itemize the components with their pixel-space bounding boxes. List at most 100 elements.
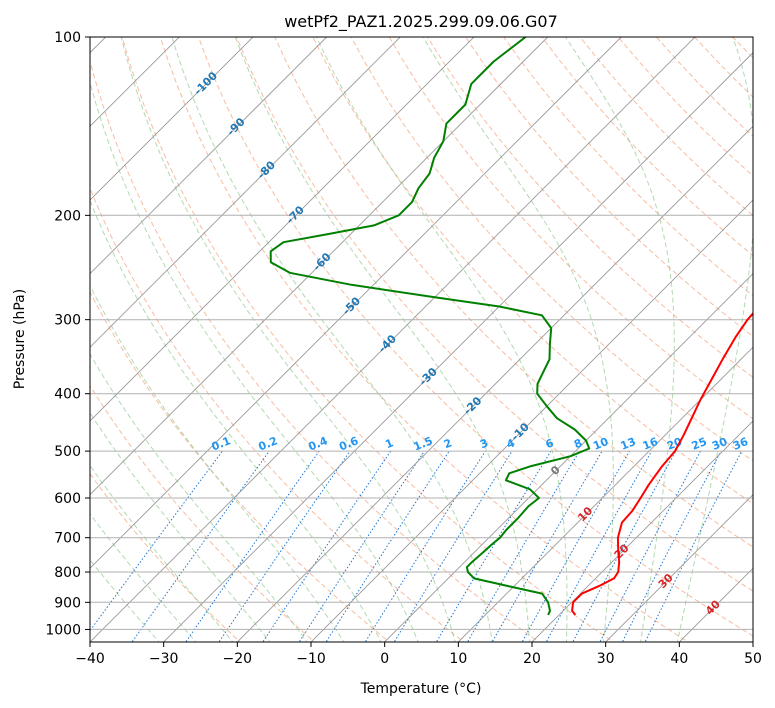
isotherm-label: 10 xyxy=(575,504,595,524)
mixing-ratio-line xyxy=(185,450,320,642)
mixing-ratio-label: 10 xyxy=(591,435,610,453)
dry-adiabat-line xyxy=(90,186,465,642)
mixing-ratio-line xyxy=(325,450,450,642)
mixing-ratio-line xyxy=(364,450,486,642)
y-tick-label: 400 xyxy=(54,387,81,403)
y-tick-label: 300 xyxy=(54,313,81,329)
mixing-ratio-line xyxy=(131,450,270,642)
mixing-ratio-line xyxy=(435,450,552,642)
isobars xyxy=(90,37,753,630)
mixing-ratio-label: 13 xyxy=(619,435,638,453)
isotherm-line xyxy=(310,199,753,642)
isotherm-label: 20 xyxy=(612,541,632,561)
mixing-ratio-line xyxy=(621,450,722,642)
dry-adiabat-line xyxy=(90,59,540,642)
x-tick-label: −40 xyxy=(75,651,105,667)
x-axis-label: Temperature (°C) xyxy=(360,681,482,697)
moist-adiabat-line xyxy=(90,284,345,642)
mixing-ratio-label: 3 xyxy=(478,436,490,451)
x-tick-label: 40 xyxy=(670,651,688,667)
dry-adiabat-line xyxy=(771,37,775,644)
mixing-ratio-line xyxy=(572,450,677,642)
temperature-profile-line xyxy=(571,311,753,616)
y-tick-label: 700 xyxy=(54,531,81,547)
x-tick-label: 20 xyxy=(523,651,541,667)
dry-adiabat-line xyxy=(274,37,753,548)
mixing-ratio-line xyxy=(466,450,580,642)
moist-adiabat-line xyxy=(316,37,568,642)
y-tick-label: 600 xyxy=(54,491,81,507)
mixing-ratio-line xyxy=(90,450,223,632)
x-tick-label: −10 xyxy=(296,651,326,667)
isotherm-line xyxy=(90,37,475,422)
mixing-ratio-line xyxy=(644,450,743,642)
x-tick-label: 30 xyxy=(597,651,615,667)
isotherm-line xyxy=(90,37,254,201)
dry-adiabat-line xyxy=(90,384,316,642)
dry-adiabat-line xyxy=(350,37,753,462)
line-labels: 0.1 0.2 0.4 0.6 1 1.5 2 3 4 6 8 10 13 16 20 25 30 36-100-… xyxy=(191,69,750,618)
isotherm-label: -20 xyxy=(461,394,484,417)
isotherm-label: 40 xyxy=(703,597,723,617)
mixing-ratio-label: 1 xyxy=(383,436,395,451)
moist-adiabat-line xyxy=(90,353,308,642)
isotherm-label: -70 xyxy=(284,203,307,226)
y-axis-label: Pressure (hPa) xyxy=(12,289,28,389)
isotherm-line xyxy=(236,125,753,642)
profile-series xyxy=(269,37,753,616)
moist-adiabat-line xyxy=(90,411,271,642)
dry-adiabat-line xyxy=(732,37,753,59)
isotherm-label: -80 xyxy=(255,158,278,181)
x-tick-label: −20 xyxy=(223,651,253,667)
mixing-ratio-label: 36 xyxy=(731,435,750,453)
mixing-ratio-line xyxy=(393,450,513,642)
y-tick-label: 900 xyxy=(54,595,81,611)
isotherm-line xyxy=(90,37,180,127)
y-tick-label: 500 xyxy=(54,444,81,460)
mixing-ratio-label: 20 xyxy=(665,435,684,453)
y-tick-label: 800 xyxy=(54,565,81,581)
isotherm-line xyxy=(162,52,753,642)
isotherm-line xyxy=(457,346,753,642)
dry-adiabat-line xyxy=(465,37,753,338)
isotherm-line xyxy=(383,273,753,642)
y-axis-ticks: 100 200 300 400 500 600 700 800 900 1000 xyxy=(45,30,90,638)
x-tick-label: 50 xyxy=(744,651,762,667)
dry-adiabat-line xyxy=(312,37,753,505)
skewed-isotherms xyxy=(90,37,753,642)
dewpoint-profile-line xyxy=(269,37,591,616)
dry-adiabat-line xyxy=(694,37,753,98)
moist-adiabat-line xyxy=(90,513,197,642)
dry-adiabat-line xyxy=(236,37,753,592)
mixing-ratio-label: 2 xyxy=(442,436,454,451)
isotherm-line xyxy=(90,37,328,275)
mixing-ratio-label: 30 xyxy=(710,435,729,453)
isotherm-label: -90 xyxy=(224,115,247,138)
dry-adiabat-line xyxy=(198,37,753,637)
mixing-ratio-line xyxy=(298,450,425,642)
mixing-ratio-line xyxy=(491,450,603,642)
x-axis-ticks: −40 −30 −20 −10 0 10 20 30 40 50 xyxy=(75,642,762,667)
isotherm-label: -30 xyxy=(417,365,440,388)
dry-adiabat-line xyxy=(503,37,753,297)
moist-adiabats xyxy=(90,37,753,642)
isotherm-line xyxy=(90,37,401,348)
mixing-ratio-line xyxy=(218,450,351,642)
plot-frame xyxy=(89,36,754,643)
x-tick-label: 0 xyxy=(380,651,389,667)
dry-adiabat-line xyxy=(426,37,753,378)
plot-area: 0.1 0.2 0.4 0.6 1 1.5 2 3 4 6 8 10 13 16 20 25 30 36-100-… xyxy=(90,37,775,644)
moist-adiabat-line xyxy=(90,464,234,642)
mixing-ratio-label: 6 xyxy=(544,436,556,451)
isotherm-line xyxy=(604,493,753,642)
mixing-ratio-label: 16 xyxy=(641,435,660,453)
isotherm-label: -100 xyxy=(191,69,220,98)
dry-adiabats xyxy=(90,37,775,644)
x-tick-label: −30 xyxy=(149,651,179,667)
y-tick-label: 100 xyxy=(54,30,81,46)
y-tick-label: 200 xyxy=(54,208,81,224)
mixing-ratio-lines xyxy=(90,450,743,642)
isotherm-line xyxy=(752,641,753,642)
y-tick-label: 1000 xyxy=(45,622,81,638)
